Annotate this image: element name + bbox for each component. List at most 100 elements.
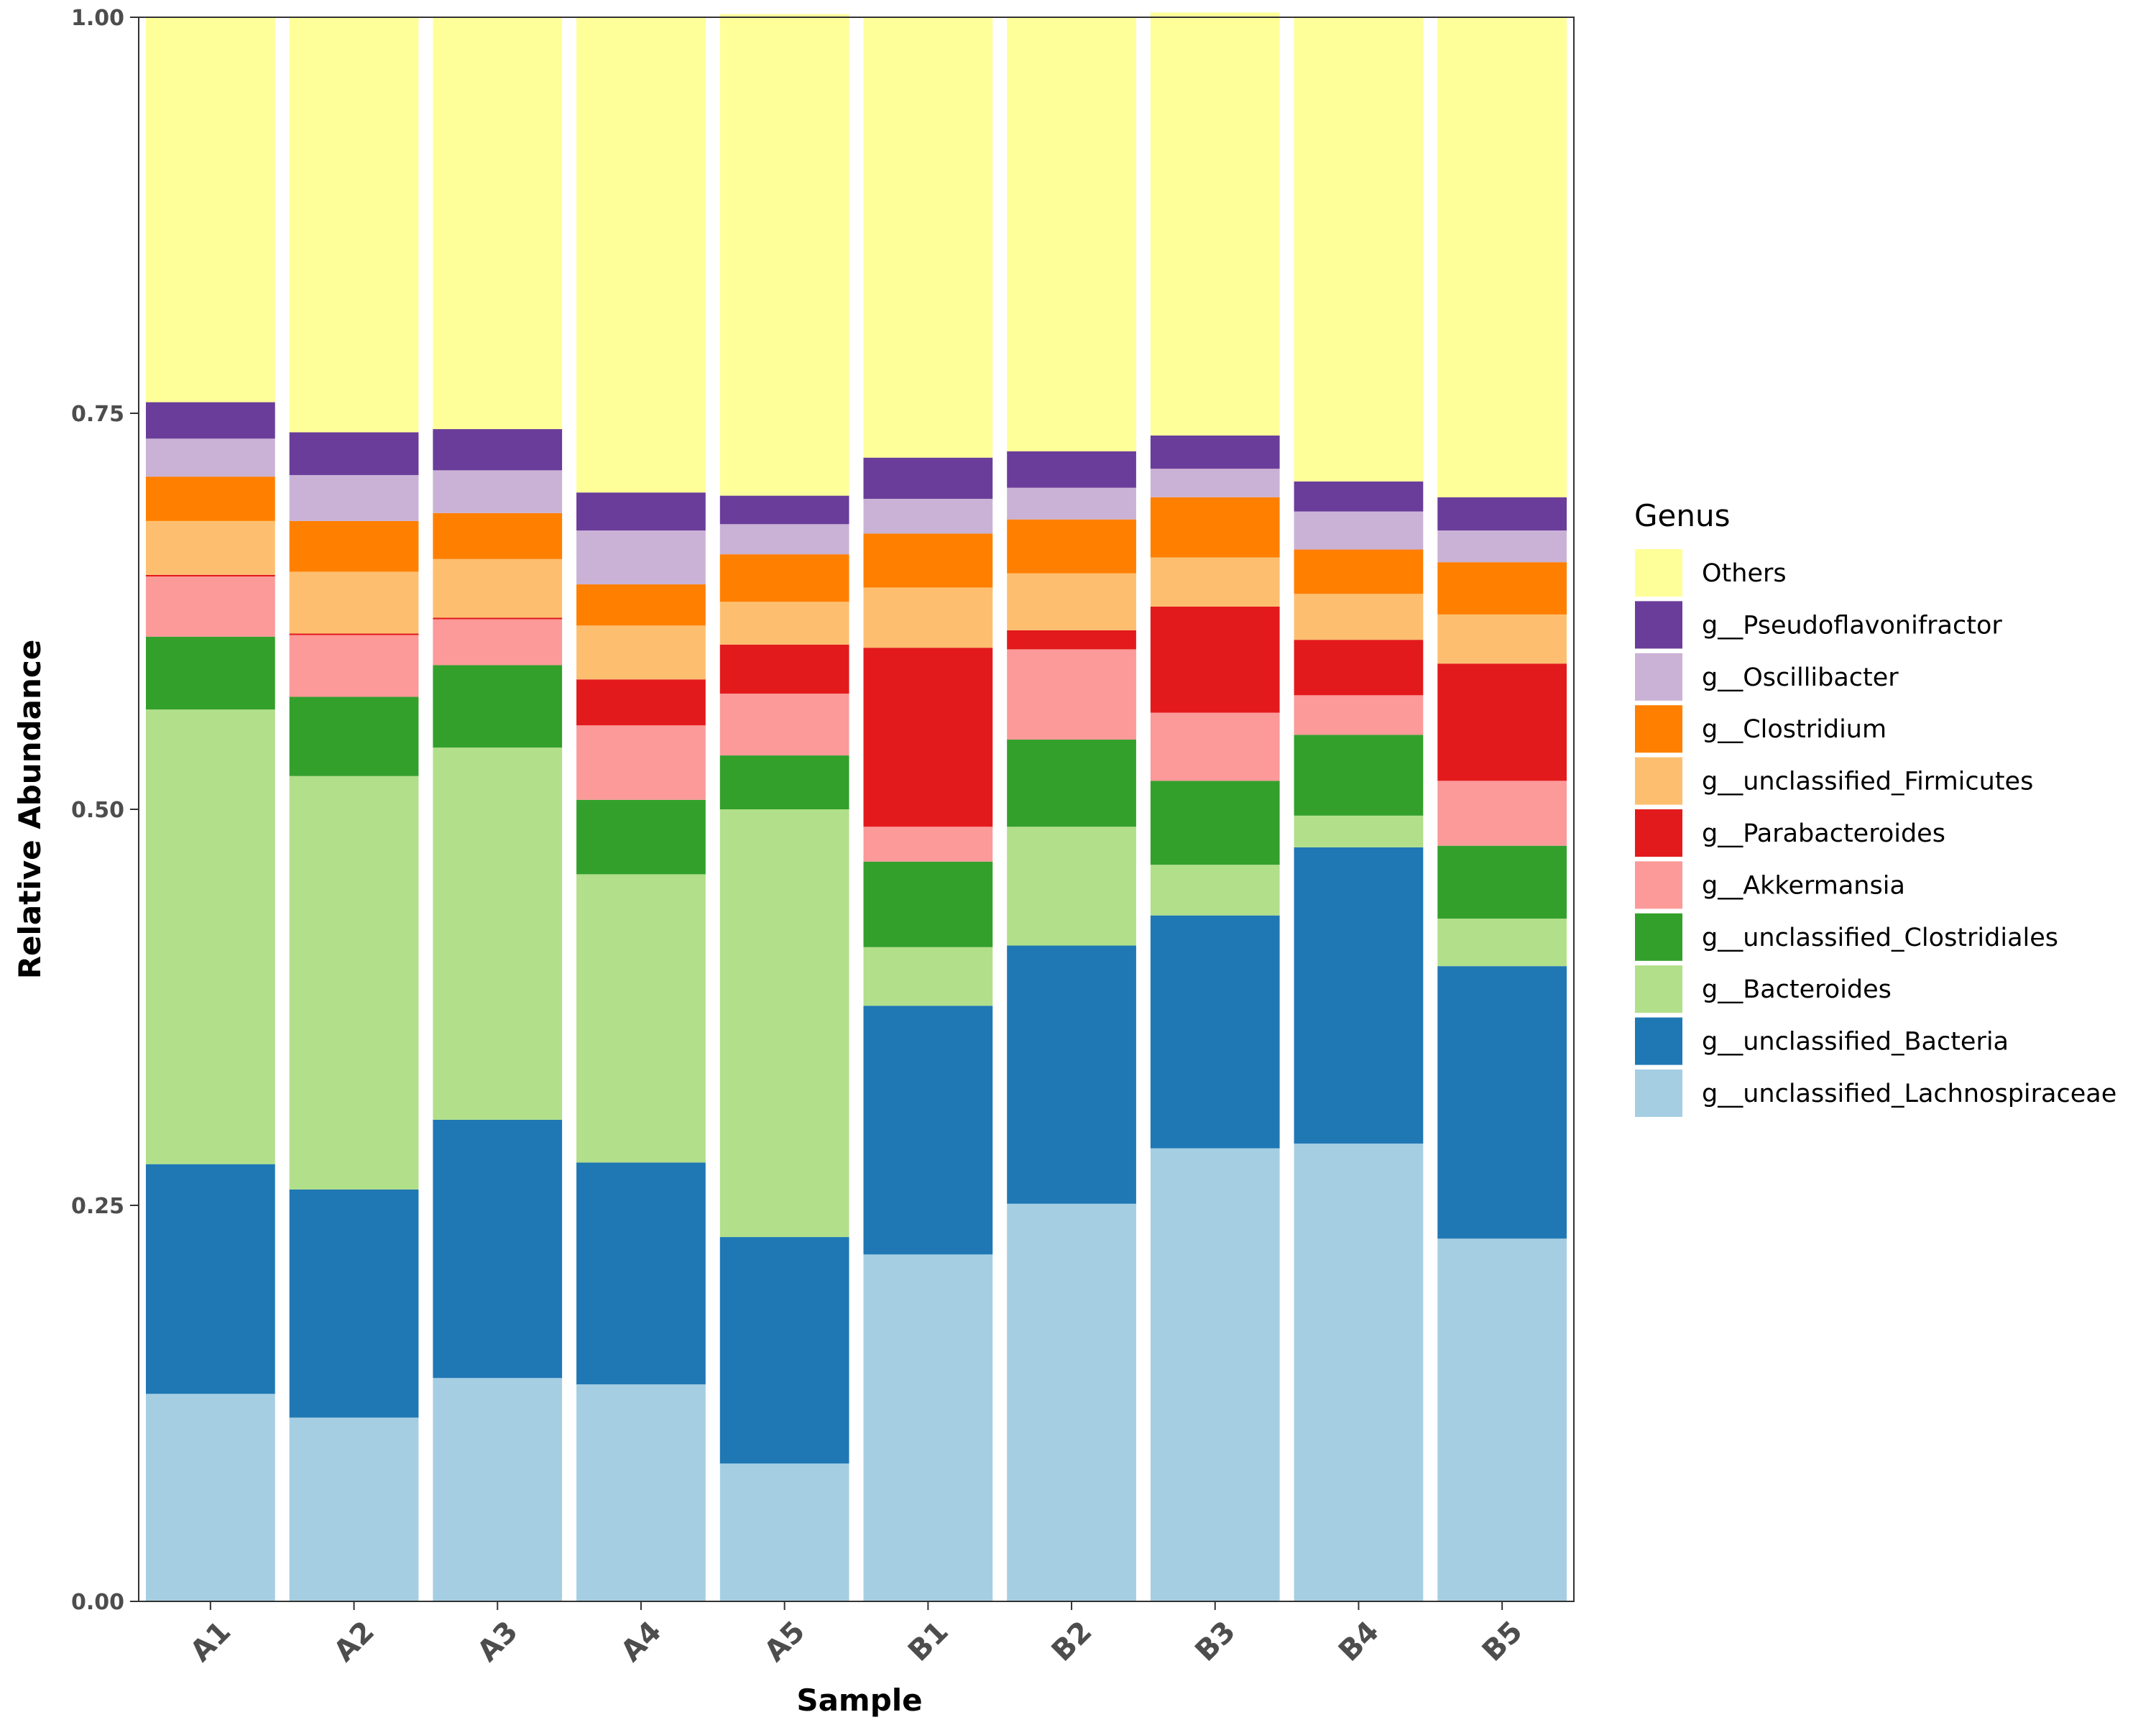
x-axis: A1 A2 A3 A4 A5 B1 B2 B3 B4 B5 xyxy=(184,1601,1529,1668)
legend-key-g-parabacteroides xyxy=(1634,808,1684,858)
legend-key-g-unclassified-lachnospiraceae xyxy=(1634,1068,1684,1118)
legend-key-g-clostridium xyxy=(1634,704,1684,755)
legend-label: g__unclassified_Firmicutes xyxy=(1702,768,2033,796)
bar-segment-a2-g-parabacteroides xyxy=(289,633,419,635)
legend-label: g__Akkermansia xyxy=(1702,871,1905,900)
legend-label: g__Oscillibacter xyxy=(1702,663,1899,692)
bar-segment-b4-g-oscillibacter xyxy=(1294,511,1424,550)
bar-segment-b1-others xyxy=(863,17,993,458)
bar-segment-b1-g-unclassified-firmicutes xyxy=(863,587,993,648)
bar-segment-a5-g-unclassified-lachnospiraceae xyxy=(719,1463,849,1601)
bar-segment-b1-g-unclassified-bacteria xyxy=(863,1006,993,1255)
bar-segment-a1-g-pseudoflavonifractor xyxy=(145,402,275,439)
bar-segment-a1-others xyxy=(145,17,275,402)
bar-segment-a4-g-unclassified-bacteria xyxy=(576,1162,706,1385)
bar-segment-a1-g-unclassified-lachnospiraceae xyxy=(145,1394,275,1601)
bar-segment-b1-g-parabacteroides xyxy=(863,648,993,827)
bar-segment-b4-g-unclassified-firmicutes xyxy=(1294,594,1424,640)
bar-segment-b5-g-oscillibacter xyxy=(1437,530,1567,563)
legend-label: g__unclassified_Bacteria xyxy=(1702,1028,2009,1057)
bar-segment-a3-g-oscillibacter xyxy=(433,470,563,513)
bar-segment-a4-g-clostridium xyxy=(576,584,706,626)
bar-segment-b1-g-pseudoflavonifractor xyxy=(863,457,993,500)
x-tick-label: B2 xyxy=(1046,1615,1099,1668)
legend-title: Genus xyxy=(1634,498,1731,533)
bar-segment-a4-g-unclassified-clostridiales xyxy=(576,799,706,875)
bar-segment-a5-g-pseudoflavonifractor xyxy=(719,495,849,525)
bar-segment-b2-g-akkermansia xyxy=(1007,649,1136,740)
bar-segment-b3-g-unclassified-lachnospiraceae xyxy=(1150,1148,1280,1601)
legend-key-g-unclassified-clostridiales xyxy=(1634,911,1684,962)
bar-segment-b1-g-oscillibacter xyxy=(863,499,993,534)
bar-segment-b5-g-pseudoflavonifractor xyxy=(1437,497,1567,531)
bar-segment-a3-g-bacteroides xyxy=(433,748,563,1120)
y-axis: 0.00 0.25 0.50 0.75 1.00 xyxy=(71,6,139,1615)
bar-segment-b2-g-unclassified-lachnospiraceae xyxy=(1007,1203,1136,1601)
legend-label: g__Pseudoflavonifractor xyxy=(1702,611,2002,640)
bar-segment-b2-g-parabacteroides xyxy=(1007,630,1136,650)
bar-segment-a1-g-clostridium xyxy=(145,477,275,521)
y-tick-label: 0.50 xyxy=(71,798,124,823)
bar-segment-b4-g-parabacteroides xyxy=(1294,640,1424,696)
bar-segment-b4-g-clostridium xyxy=(1294,549,1424,594)
bar-segment-a3-g-unclassified-firmicutes xyxy=(433,558,563,618)
legend-label: g__unclassified_Clostridiales xyxy=(1702,924,2058,952)
legend-key-g-pseudoflavonifractor xyxy=(1634,599,1684,650)
bar-segment-b1-g-bacteroides xyxy=(863,947,993,1006)
bar-segment-a4-g-parabacteroides xyxy=(576,679,706,726)
bar-segment-a5-others xyxy=(719,14,849,496)
x-tick-label: A4 xyxy=(614,1615,668,1668)
legend-key-g-bacteroides xyxy=(1634,964,1684,1015)
bar-segment-b2-g-pseudoflavonifractor xyxy=(1007,451,1136,488)
bar-segment-a3-g-unclassified-lachnospiraceae xyxy=(433,1378,563,1601)
bar-segment-a2-g-akkermansia xyxy=(289,635,419,697)
bar-segment-b2-g-oscillibacter xyxy=(1007,487,1136,520)
bar-segment-b1-g-unclassified-lachnospiraceae xyxy=(863,1254,993,1601)
bar-segment-b3-g-pseudoflavonifractor xyxy=(1150,435,1280,469)
bar-segment-b5-g-parabacteroides xyxy=(1437,663,1567,781)
bar-segment-a5-g-akkermansia xyxy=(719,694,849,756)
x-tick-label: B1 xyxy=(902,1615,955,1668)
bar-segment-a2-g-oscillibacter xyxy=(289,474,419,521)
bar-segment-b2-g-unclassified-clostridiales xyxy=(1007,740,1136,827)
bar-segment-a1-g-unclassified-bacteria xyxy=(145,1164,275,1394)
x-tick-label: A2 xyxy=(328,1615,381,1668)
bar-segment-b4-others xyxy=(1294,17,1424,482)
bar-segment-a2-g-unclassified-bacteria xyxy=(289,1189,419,1418)
legend-label: g__Parabacteroides xyxy=(1702,819,1945,848)
x-tick-label: A3 xyxy=(471,1615,525,1668)
legend-label: g__Clostridium xyxy=(1702,715,1886,744)
bar-segment-b1-g-clostridium xyxy=(863,533,993,588)
bar-segment-b2-g-unclassified-firmicutes xyxy=(1007,573,1136,630)
bar-segment-a4-g-akkermansia xyxy=(576,725,706,800)
bar-segment-b3-g-akkermansia xyxy=(1150,712,1280,781)
bar-segment-a4-g-unclassified-lachnospiraceae xyxy=(576,1384,706,1601)
legend-key-g-akkermansia xyxy=(1634,860,1684,911)
bar-segment-a5-g-oscillibacter xyxy=(719,524,849,555)
bar-segment-b1-g-unclassified-clostridiales xyxy=(863,861,993,947)
bar-segment-b5-g-unclassified-firmicutes xyxy=(1437,614,1567,664)
bar-segment-b3-g-clostridium xyxy=(1150,497,1280,558)
bar-segment-a5-g-clostridium xyxy=(719,554,849,602)
bar-segment-b5-g-bacteroides xyxy=(1437,919,1567,967)
bar-segment-a5-g-parabacteroides xyxy=(719,644,849,694)
legend-label: Others xyxy=(1702,559,1787,588)
bar-segment-a5-g-unclassified-firmicutes xyxy=(719,602,849,645)
bar-segment-b4-g-unclassified-bacteria xyxy=(1294,847,1424,1144)
bar-segment-b5-others xyxy=(1437,17,1567,497)
bar-segment-b4-g-bacteroides xyxy=(1294,815,1424,847)
y-tick-label: 1.00 xyxy=(71,6,124,31)
x-axis-title: Sample xyxy=(796,1683,922,1718)
bar-segment-b4-g-pseudoflavonifractor xyxy=(1294,481,1424,512)
y-axis-title: Relative Abundance xyxy=(12,640,47,980)
bar-segment-b3-g-unclassified-clostridiales xyxy=(1150,781,1280,865)
bar-segment-b3-others xyxy=(1150,12,1280,436)
bar-segment-b5-g-unclassified-clostridiales xyxy=(1437,845,1567,919)
bar-segment-a3-g-unclassified-bacteria xyxy=(433,1119,563,1379)
bar-segment-b5-g-clostridium xyxy=(1437,562,1567,615)
y-tick-label: 0.75 xyxy=(71,402,124,427)
bar-segment-a5-g-bacteroides xyxy=(719,809,849,1238)
bar-segment-a2-g-unclassified-clostridiales xyxy=(289,696,419,776)
legend-label: g__unclassified_Lachnospiraceae xyxy=(1702,1080,2116,1108)
bar-segment-a2-g-unclassified-firmicutes xyxy=(289,571,419,634)
